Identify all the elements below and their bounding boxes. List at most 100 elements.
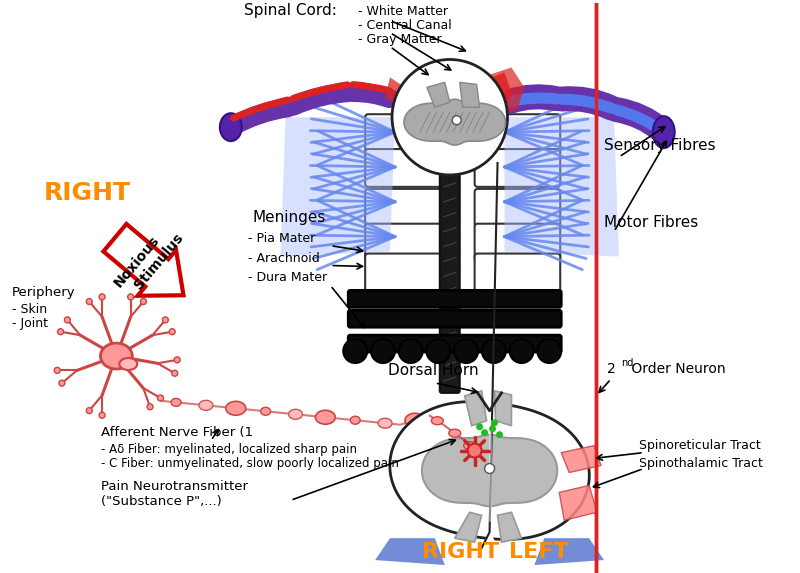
Circle shape [454,339,478,363]
Circle shape [162,317,168,323]
Polygon shape [482,532,498,548]
Text: Stimulus: Stimulus [132,231,186,292]
Polygon shape [404,99,506,145]
Ellipse shape [350,416,360,424]
Ellipse shape [119,358,138,370]
Polygon shape [390,402,590,539]
Circle shape [54,367,60,374]
Circle shape [481,429,488,436]
Circle shape [468,444,482,458]
Text: - Arachnoid: - Arachnoid [248,252,319,265]
Circle shape [343,339,367,363]
FancyBboxPatch shape [365,114,450,152]
FancyBboxPatch shape [348,310,562,327]
Circle shape [538,339,562,363]
Polygon shape [460,83,480,107]
Polygon shape [534,538,604,565]
Ellipse shape [431,417,443,425]
Circle shape [64,317,70,323]
Polygon shape [498,512,522,542]
Ellipse shape [226,401,246,415]
Circle shape [86,407,92,414]
Polygon shape [480,72,511,112]
Ellipse shape [101,343,132,369]
Polygon shape [465,391,486,426]
Circle shape [392,60,507,175]
FancyBboxPatch shape [474,114,560,152]
Polygon shape [494,391,511,426]
Text: - Joint: - Joint [12,317,48,330]
Text: 2: 2 [607,362,616,376]
Text: Sensory Fibres: Sensory Fibres [604,138,716,153]
FancyBboxPatch shape [348,335,562,352]
Circle shape [452,116,462,125]
Circle shape [58,329,63,335]
FancyBboxPatch shape [365,223,450,261]
Ellipse shape [220,113,242,141]
Ellipse shape [199,401,213,410]
Circle shape [169,329,175,335]
Text: Afferent Nerve Fiber (1: Afferent Nerve Fiber (1 [102,426,254,439]
Circle shape [99,294,105,300]
Circle shape [174,357,180,363]
Polygon shape [478,393,502,411]
Text: RIGHT: RIGHT [44,181,130,205]
Text: nd: nd [621,358,634,368]
FancyBboxPatch shape [365,189,450,227]
Text: Periphery: Periphery [12,286,75,299]
Circle shape [371,339,395,363]
FancyBboxPatch shape [365,149,450,187]
Polygon shape [375,538,445,565]
Text: LEFT: LEFT [510,542,569,562]
Polygon shape [281,117,395,257]
Text: Order Neuron: Order Neuron [627,362,726,376]
Text: Spinal Cord:: Spinal Cord: [244,3,337,18]
Circle shape [398,339,422,363]
Ellipse shape [289,409,302,419]
Ellipse shape [653,116,674,148]
Text: Motor Fibres: Motor Fibres [604,215,698,230]
Circle shape [59,380,65,386]
Polygon shape [485,68,524,117]
Circle shape [158,395,163,401]
Ellipse shape [315,410,335,424]
Polygon shape [505,117,619,257]
Polygon shape [422,435,558,507]
Polygon shape [385,77,415,107]
Text: - Pia Mater: - Pia Mater [248,231,315,245]
FancyBboxPatch shape [474,223,560,261]
Polygon shape [427,83,450,107]
FancyBboxPatch shape [348,291,562,307]
Circle shape [496,431,503,438]
Polygon shape [562,446,601,473]
Ellipse shape [449,429,461,437]
FancyBboxPatch shape [474,253,560,291]
Polygon shape [454,512,482,542]
Circle shape [482,339,506,363]
Circle shape [476,423,483,430]
Circle shape [510,339,534,363]
Circle shape [489,425,496,432]
Text: Pain Neurotransmitter: Pain Neurotransmitter [102,480,249,493]
Text: - C Fiber: unmyelinated, slow poorly localized pain: - C Fiber: unmyelinated, slow poorly loc… [102,457,399,469]
FancyBboxPatch shape [440,110,460,393]
Circle shape [426,339,450,363]
Ellipse shape [378,418,392,428]
Text: - Aδ Fiber: myelinated, localized sharp pain: - Aδ Fiber: myelinated, localized sharp … [102,442,358,456]
Circle shape [86,299,92,304]
Circle shape [485,464,494,473]
Text: Spinoreticular Tract: Spinoreticular Tract [639,438,761,452]
Polygon shape [559,485,597,520]
Text: Noxious: Noxious [112,233,162,290]
FancyBboxPatch shape [474,149,560,187]
Text: ("Substance P",...): ("Substance P",...) [102,495,222,508]
Circle shape [128,294,134,300]
Ellipse shape [464,442,476,450]
Text: - Skin: - Skin [12,303,47,316]
Text: - Dura Mater: - Dura Mater [248,272,327,284]
Ellipse shape [171,398,181,406]
Text: - White Matter: - White Matter [358,5,448,18]
FancyBboxPatch shape [474,189,560,227]
Ellipse shape [405,413,425,427]
Polygon shape [103,224,183,296]
